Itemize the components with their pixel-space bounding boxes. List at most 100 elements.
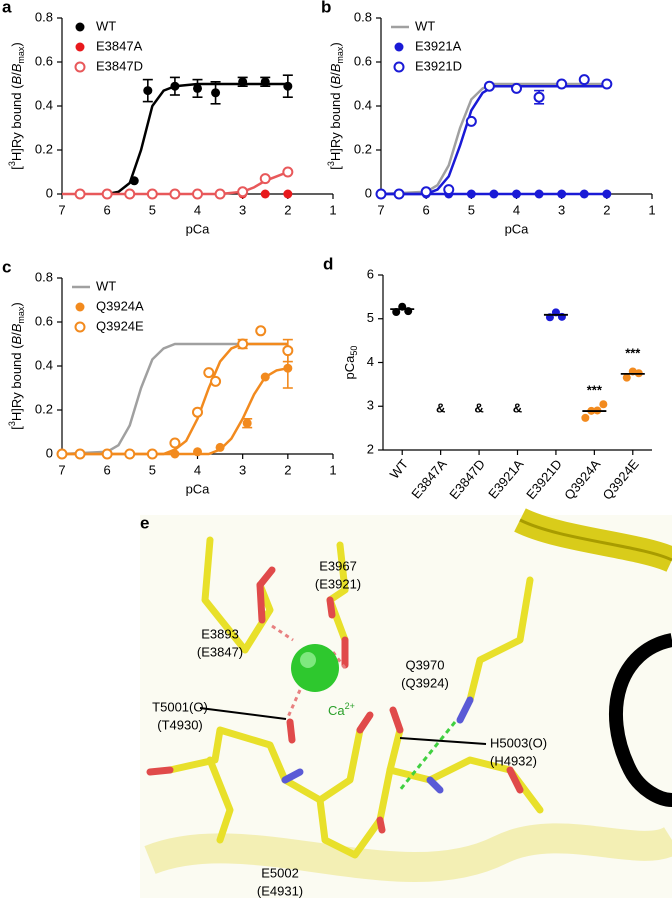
fit-line bbox=[61, 342, 288, 456]
data-point bbox=[74, 448, 86, 460]
x-tick-label: 1 bbox=[329, 202, 336, 217]
y-label-part: ) bbox=[328, 42, 343, 46]
legend-swatch bbox=[75, 42, 85, 52]
y-label-part: max bbox=[16, 306, 26, 324]
data-point bbox=[211, 88, 221, 98]
y-label-part: max bbox=[335, 46, 345, 64]
data-point bbox=[602, 189, 612, 199]
data-point bbox=[534, 189, 544, 199]
data-point bbox=[237, 186, 249, 198]
annotation: & bbox=[436, 400, 445, 415]
y-label-part: B bbox=[9, 76, 24, 85]
contact bbox=[286, 689, 302, 718]
y-tick-label: 0.8 bbox=[35, 269, 53, 284]
legend-label: WT bbox=[96, 278, 116, 293]
data-point bbox=[579, 189, 589, 199]
y-tick-label: 0.6 bbox=[35, 313, 53, 328]
data-point bbox=[511, 82, 522, 94]
residue-label: E3967 bbox=[319, 558, 357, 573]
data-point bbox=[420, 186, 432, 198]
legend-swatch bbox=[393, 61, 405, 73]
y-tick-label: 0.2 bbox=[35, 141, 53, 156]
y-label-part: / bbox=[328, 72, 343, 76]
y-axis-label: [3H]Ry bound (B/Bmax) bbox=[7, 302, 26, 430]
y-label-part: H]Ry bound ( bbox=[9, 84, 24, 161]
ion-part: Ca bbox=[328, 703, 345, 718]
data-point bbox=[533, 91, 545, 103]
data-point bbox=[282, 166, 294, 178]
data-point bbox=[101, 188, 113, 200]
data-point bbox=[169, 188, 181, 200]
y-tick-label: 0.4 bbox=[35, 357, 53, 372]
data-point bbox=[466, 189, 476, 199]
nitrogen bbox=[426, 776, 444, 794]
nitrogen bbox=[281, 768, 304, 784]
stick bbox=[466, 576, 534, 704]
y-label-part: B bbox=[328, 76, 343, 85]
annotation: & bbox=[474, 400, 483, 415]
data-point bbox=[56, 448, 68, 460]
data-point bbox=[124, 448, 136, 460]
y-label-part: B bbox=[328, 63, 343, 72]
ribbon bbox=[144, 823, 672, 883]
ion-part: 2+ bbox=[345, 701, 355, 711]
residue-label: (H4932) bbox=[490, 753, 537, 768]
highlight bbox=[300, 652, 316, 668]
legend-label: Q3924E bbox=[96, 318, 144, 333]
data-point bbox=[203, 367, 215, 379]
y-label-part: max bbox=[16, 46, 26, 64]
data-point bbox=[214, 188, 226, 200]
x-tick-label: 3 bbox=[239, 202, 246, 217]
data-point bbox=[215, 442, 225, 452]
residue-label: (E3921) bbox=[315, 576, 361, 591]
residue-label: (Q3924) bbox=[401, 675, 449, 690]
y-tick-label: 0 bbox=[46, 445, 53, 460]
contact bbox=[331, 651, 347, 669]
y-label-part: [ bbox=[9, 166, 24, 170]
residue-label: E5002 bbox=[261, 865, 299, 880]
fit-line bbox=[381, 84, 607, 196]
data-point bbox=[581, 413, 590, 422]
data-point bbox=[146, 188, 158, 200]
y-tick-label: 4 bbox=[367, 354, 374, 369]
legend-label: E3921A bbox=[415, 38, 462, 53]
ion-label: Ca2+ bbox=[328, 701, 355, 718]
stick bbox=[316, 726, 404, 859]
legend-swatch bbox=[75, 302, 85, 312]
x-tick-label: 4 bbox=[194, 202, 201, 217]
y-tick-label: 0.6 bbox=[354, 53, 372, 68]
data-point bbox=[193, 447, 202, 457]
x-tick-label: E3847A bbox=[408, 456, 449, 501]
y-label-part: H]Ry bound ( bbox=[9, 344, 24, 421]
data-point bbox=[556, 78, 568, 90]
panel-label: a bbox=[2, 0, 12, 16]
stick bbox=[326, 541, 349, 644]
x-tick-label: 1 bbox=[648, 202, 655, 217]
x-tick-label: Q3924E bbox=[600, 456, 642, 502]
panel-label: e bbox=[140, 513, 149, 532]
leader bbox=[199, 707, 287, 720]
residue-label: (T4930) bbox=[157, 717, 203, 732]
stick bbox=[206, 756, 234, 844]
data-point bbox=[210, 375, 222, 387]
y-label-part: ) bbox=[9, 302, 24, 306]
data-point bbox=[393, 188, 405, 200]
x-axis-label: pCa bbox=[505, 221, 530, 236]
y-tick-label: 0.2 bbox=[354, 141, 372, 156]
y-tick-label: 0.4 bbox=[354, 97, 372, 112]
data-point bbox=[101, 448, 113, 460]
y-tick-label: 0.4 bbox=[35, 97, 53, 112]
data-point bbox=[512, 189, 521, 199]
data-point bbox=[192, 188, 203, 200]
oxygen bbox=[506, 766, 524, 794]
oxygen bbox=[286, 718, 296, 744]
residue-label: T5001(O) bbox=[152, 699, 208, 714]
oxygen bbox=[389, 706, 404, 734]
y-label-part: H]Ry bound ( bbox=[328, 84, 343, 161]
helix-end bbox=[609, 633, 672, 807]
data-point bbox=[283, 81, 293, 91]
y-label-part: B bbox=[9, 323, 24, 332]
structure-art bbox=[140, 508, 672, 898]
y-axis-label: [3H]Ry bound (B/Bmax) bbox=[7, 42, 26, 170]
